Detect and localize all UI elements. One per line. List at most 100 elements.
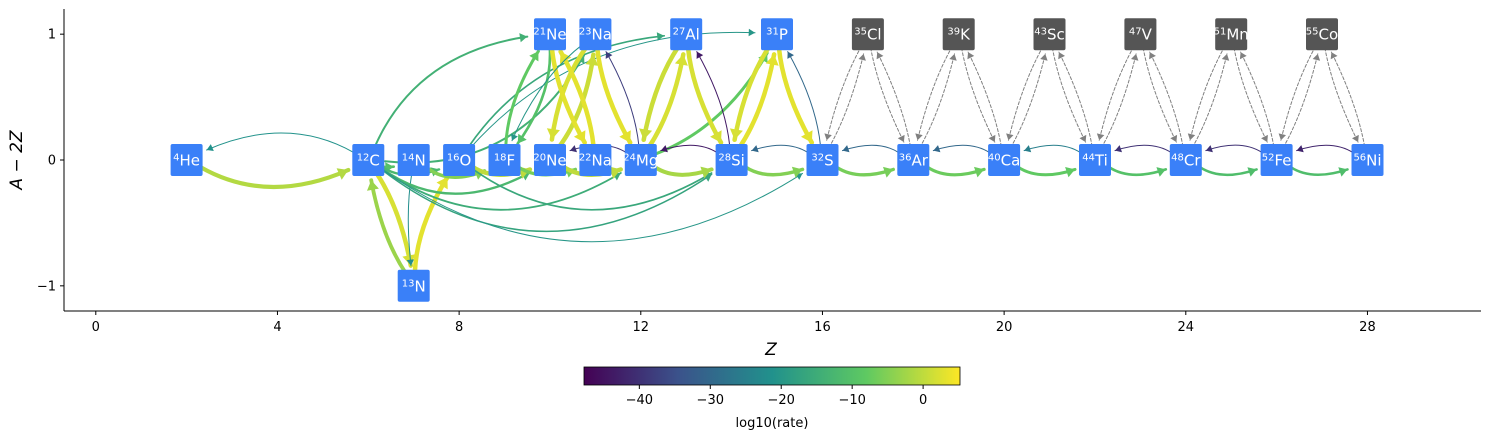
reaction-edge-arrowhead [974,166,985,178]
reaction-edge-arrowhead [660,145,668,153]
external-reaction-edge [1149,51,1184,147]
reaction-edge [787,51,821,147]
nuclide-label: 40Ca [988,152,1020,170]
nuclide-node: 52Fe [1260,144,1293,176]
mass-number: 21 [533,27,546,38]
nuclide-node-box [988,144,1021,176]
reaction-edge-arrowhead [367,180,379,191]
nuclide-node: 20Ne [533,144,567,176]
reaction-edge-arrowhead [1024,145,1032,153]
reaction-edge-arrowhead [842,145,850,153]
reaction-edge-arrowhead [1205,145,1213,153]
reaction-edge-arrowhead [787,51,794,59]
external-reaction-edge-arrowhead [1040,53,1048,61]
reaction-edges [198,28,1366,276]
reaction-edge-arrowhead [406,259,415,266]
external-reaction-edge-arrowhead [1312,53,1321,61]
external-reaction-edge-arrowhead [897,134,905,143]
external-reaction-edge [1189,46,1226,141]
element-symbol: Mg [636,152,658,170]
nuclide-node-box [1079,144,1111,176]
reaction-edge [412,174,450,274]
nuclide-node: 36Ar [897,144,930,176]
external-reaction-edge [1330,51,1366,147]
external-reaction-edge [1007,46,1044,141]
external-reaction-edge-arrowhead [1221,53,1230,61]
external-reaction-edge [1058,51,1093,147]
nuclide-node: 55Co [1306,18,1338,51]
nuclide-label: 21Ne [533,26,566,44]
element-symbol: Cr [1184,152,1201,170]
reaction-edge [1296,144,1354,154]
element-symbol: K [960,26,971,44]
reaction-edge [736,52,777,151]
external-reaction-edge [1324,47,1359,143]
reaction-edge [381,168,622,211]
nuclide-node-box [1351,144,1384,176]
element-symbol: Ti [1094,152,1108,170]
reaction-edge [1205,144,1264,154]
mass-number: 35 [854,27,867,38]
external-reaction-edge-arrowhead [1187,133,1196,141]
nuclide-label: 32S [811,152,833,170]
reaction-edge-arrowhead [710,130,722,143]
reaction-edge [369,178,409,276]
nuclide-node: 40Ca [988,144,1020,176]
reaction-edge-arrowhead [529,51,539,62]
reaction-edge-arrowhead [605,51,613,59]
nuclide-node-box [1306,18,1338,51]
reaction-edge-arrowhead [791,166,803,178]
element-symbol: Na [592,26,612,44]
colorbar-tick-label: 0 [919,393,927,408]
nuclide-node: 44Ti [1079,144,1111,176]
reaction-edge-arrowhead [519,33,528,43]
nuclide-node-box [624,144,657,176]
reaction-edge [595,46,633,145]
reaction-edge [685,46,724,145]
reaction-edge [549,46,587,145]
mass-number: 13 [402,278,415,289]
reaction-edge [555,52,596,151]
y-tick-label: 0 [48,154,56,169]
reaction-edge-arrowhead [546,128,560,140]
external-reaction-edge [1191,53,1228,148]
element-symbol: N [414,277,425,295]
external-reaction-edge-arrowhead [949,53,957,61]
reaction-edge [776,46,815,145]
reaction-edge-arrowhead [609,166,621,179]
external-reaction-edge-arrowhead [1006,133,1014,141]
reaction-edge-arrowhead [883,166,894,178]
external-reaction-edge [1101,53,1137,148]
reaction-edge [1114,144,1173,154]
nuclide-label: 24Mg [623,152,658,170]
external-reaction-edge-arrowhead [967,52,975,60]
element-symbol: Ar [911,152,928,170]
mass-number: 23 [579,27,592,38]
nuclide-node-box [1169,144,1202,176]
element-symbol: F [507,152,516,170]
nuclide-label: 43Sc [1034,26,1065,44]
reaction-edge-arrowhead [1338,167,1348,177]
reaction-edge [605,51,640,147]
external-reaction-edge-arrowhead [824,133,832,141]
mass-number: 40 [988,153,1001,164]
nuclide-label: 14N [402,152,426,170]
external-reaction-edge [870,47,905,143]
nuclide-label: 27Al [673,26,700,44]
element-symbol: Ne [546,26,566,44]
element-symbol: Cl [867,26,882,44]
mass-number: 20 [533,153,546,164]
nuclide-node: 28Si [715,144,748,176]
x-tick-label: 24 [1178,320,1195,335]
mass-number: 28 [718,153,731,164]
nuclide-node: 39K [942,18,975,51]
nuclide-node-box [579,144,612,176]
nuclide-label: 36Ar [899,152,929,170]
x-axis-label: Z [764,340,777,360]
reaction-edge [558,49,596,149]
element-symbol: Ca [1001,152,1021,170]
external-reaction-edge [1010,53,1046,148]
nuclide-node: 14N [397,144,430,176]
reaction-edge-arrowhead [436,177,448,190]
nuclide-label: 18F [494,152,515,170]
